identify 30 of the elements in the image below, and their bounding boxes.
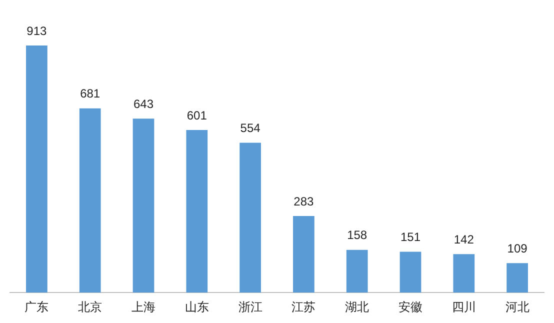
x-tick-label: 浙江 bbox=[238, 300, 262, 314]
data-label: 681 bbox=[80, 86, 100, 101]
bar bbox=[346, 250, 368, 293]
data-label: 554 bbox=[240, 121, 261, 135]
bar bbox=[79, 108, 101, 293]
x-tick-label: 河北 bbox=[505, 300, 530, 314]
bar bbox=[186, 130, 208, 293]
bar bbox=[132, 118, 154, 293]
bar bbox=[26, 46, 48, 293]
x-tick-label: 山东 bbox=[184, 300, 209, 314]
bar bbox=[400, 252, 422, 293]
data-label: 158 bbox=[347, 228, 368, 242]
data-label: 109 bbox=[507, 241, 528, 256]
data-label: 142 bbox=[454, 232, 474, 246]
data-label: 151 bbox=[400, 230, 421, 244]
x-tick-label: 安徽 bbox=[398, 300, 422, 314]
x-tick-label: 江苏 bbox=[292, 300, 316, 314]
x-tick-label: 北京 bbox=[78, 300, 102, 314]
data-label: 283 bbox=[294, 194, 314, 208]
bar bbox=[506, 263, 528, 293]
data-label: 643 bbox=[133, 96, 154, 111]
x-tick-label: 四川 bbox=[452, 300, 476, 314]
data-label: 601 bbox=[186, 108, 208, 122]
x-tick-label: 上海 bbox=[132, 300, 156, 314]
bar bbox=[453, 254, 475, 293]
x-tick-label: 广东 bbox=[24, 300, 49, 314]
data-label: 913 bbox=[26, 24, 48, 38]
x-tick-label: 湖北 bbox=[345, 300, 370, 314]
bar bbox=[240, 142, 261, 293]
bar bbox=[293, 216, 314, 293]
